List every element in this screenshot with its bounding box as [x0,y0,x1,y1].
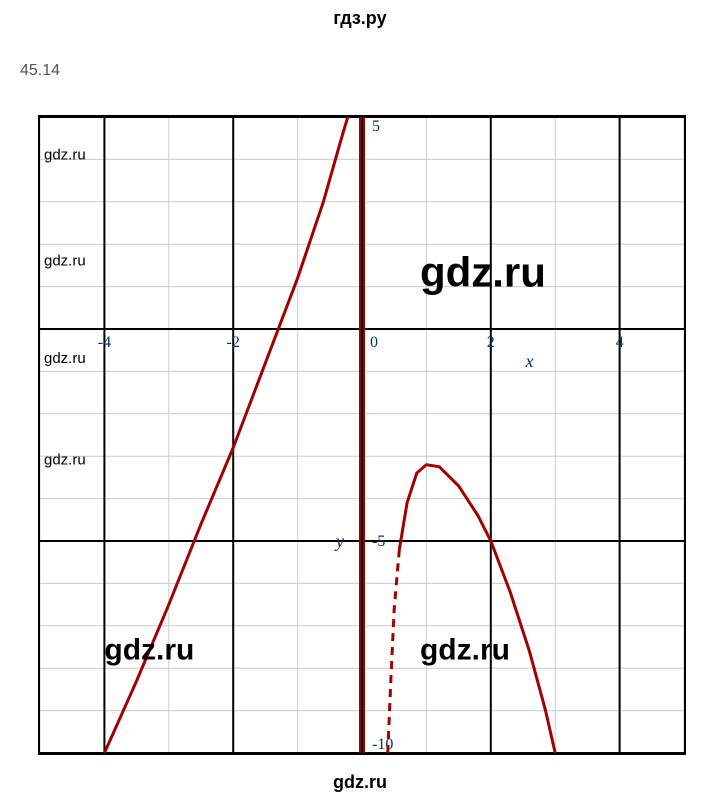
chart-container: -4 -2 0 2 4 5 -5 -10 x y gdz.ru gdz.ru gdz.ru gdz.ru g… [38,115,686,755]
svg-text:4: 4 [616,334,624,351]
svg-text:gdz.ru: gdz.ru [44,146,86,163]
page-footer-title: gdz.ru [0,772,720,793]
chart-svg: -4 -2 0 2 4 5 -5 -10 x y gdz.ru gdz.ru gdz.ru gdz.ru g… [40,117,684,753]
problem-number: 45.14 [20,62,60,80]
svg-text:-4: -4 [98,334,111,351]
svg-text:5: 5 [372,118,380,135]
svg-text:-2: -2 [227,334,240,351]
svg-text:gdz.ru: gdz.ru [104,634,194,667]
svg-text:gdz.ru: gdz.ru [44,252,86,269]
svg-text:gdz.ru: gdz.ru [44,452,86,469]
page: гдз.ру 45.14 -4 -2 0 2 4 5 -5 -10 x y gdz.ru gdz.ru… [0,0,720,801]
svg-text:-5: -5 [372,533,385,550]
svg-text:0: 0 [370,334,378,351]
svg-text:2: 2 [487,334,495,351]
svg-text:gdz.ru: gdz.ru [420,249,546,296]
svg-text:gdz.ru: gdz.ru [420,634,510,667]
svg-text:y: y [334,531,344,551]
svg-text:x: x [524,351,533,371]
page-header-title: гдз.ру [0,8,720,29]
svg-text:gdz.ru: gdz.ru [44,350,86,367]
svg-text:-10: -10 [372,736,393,753]
